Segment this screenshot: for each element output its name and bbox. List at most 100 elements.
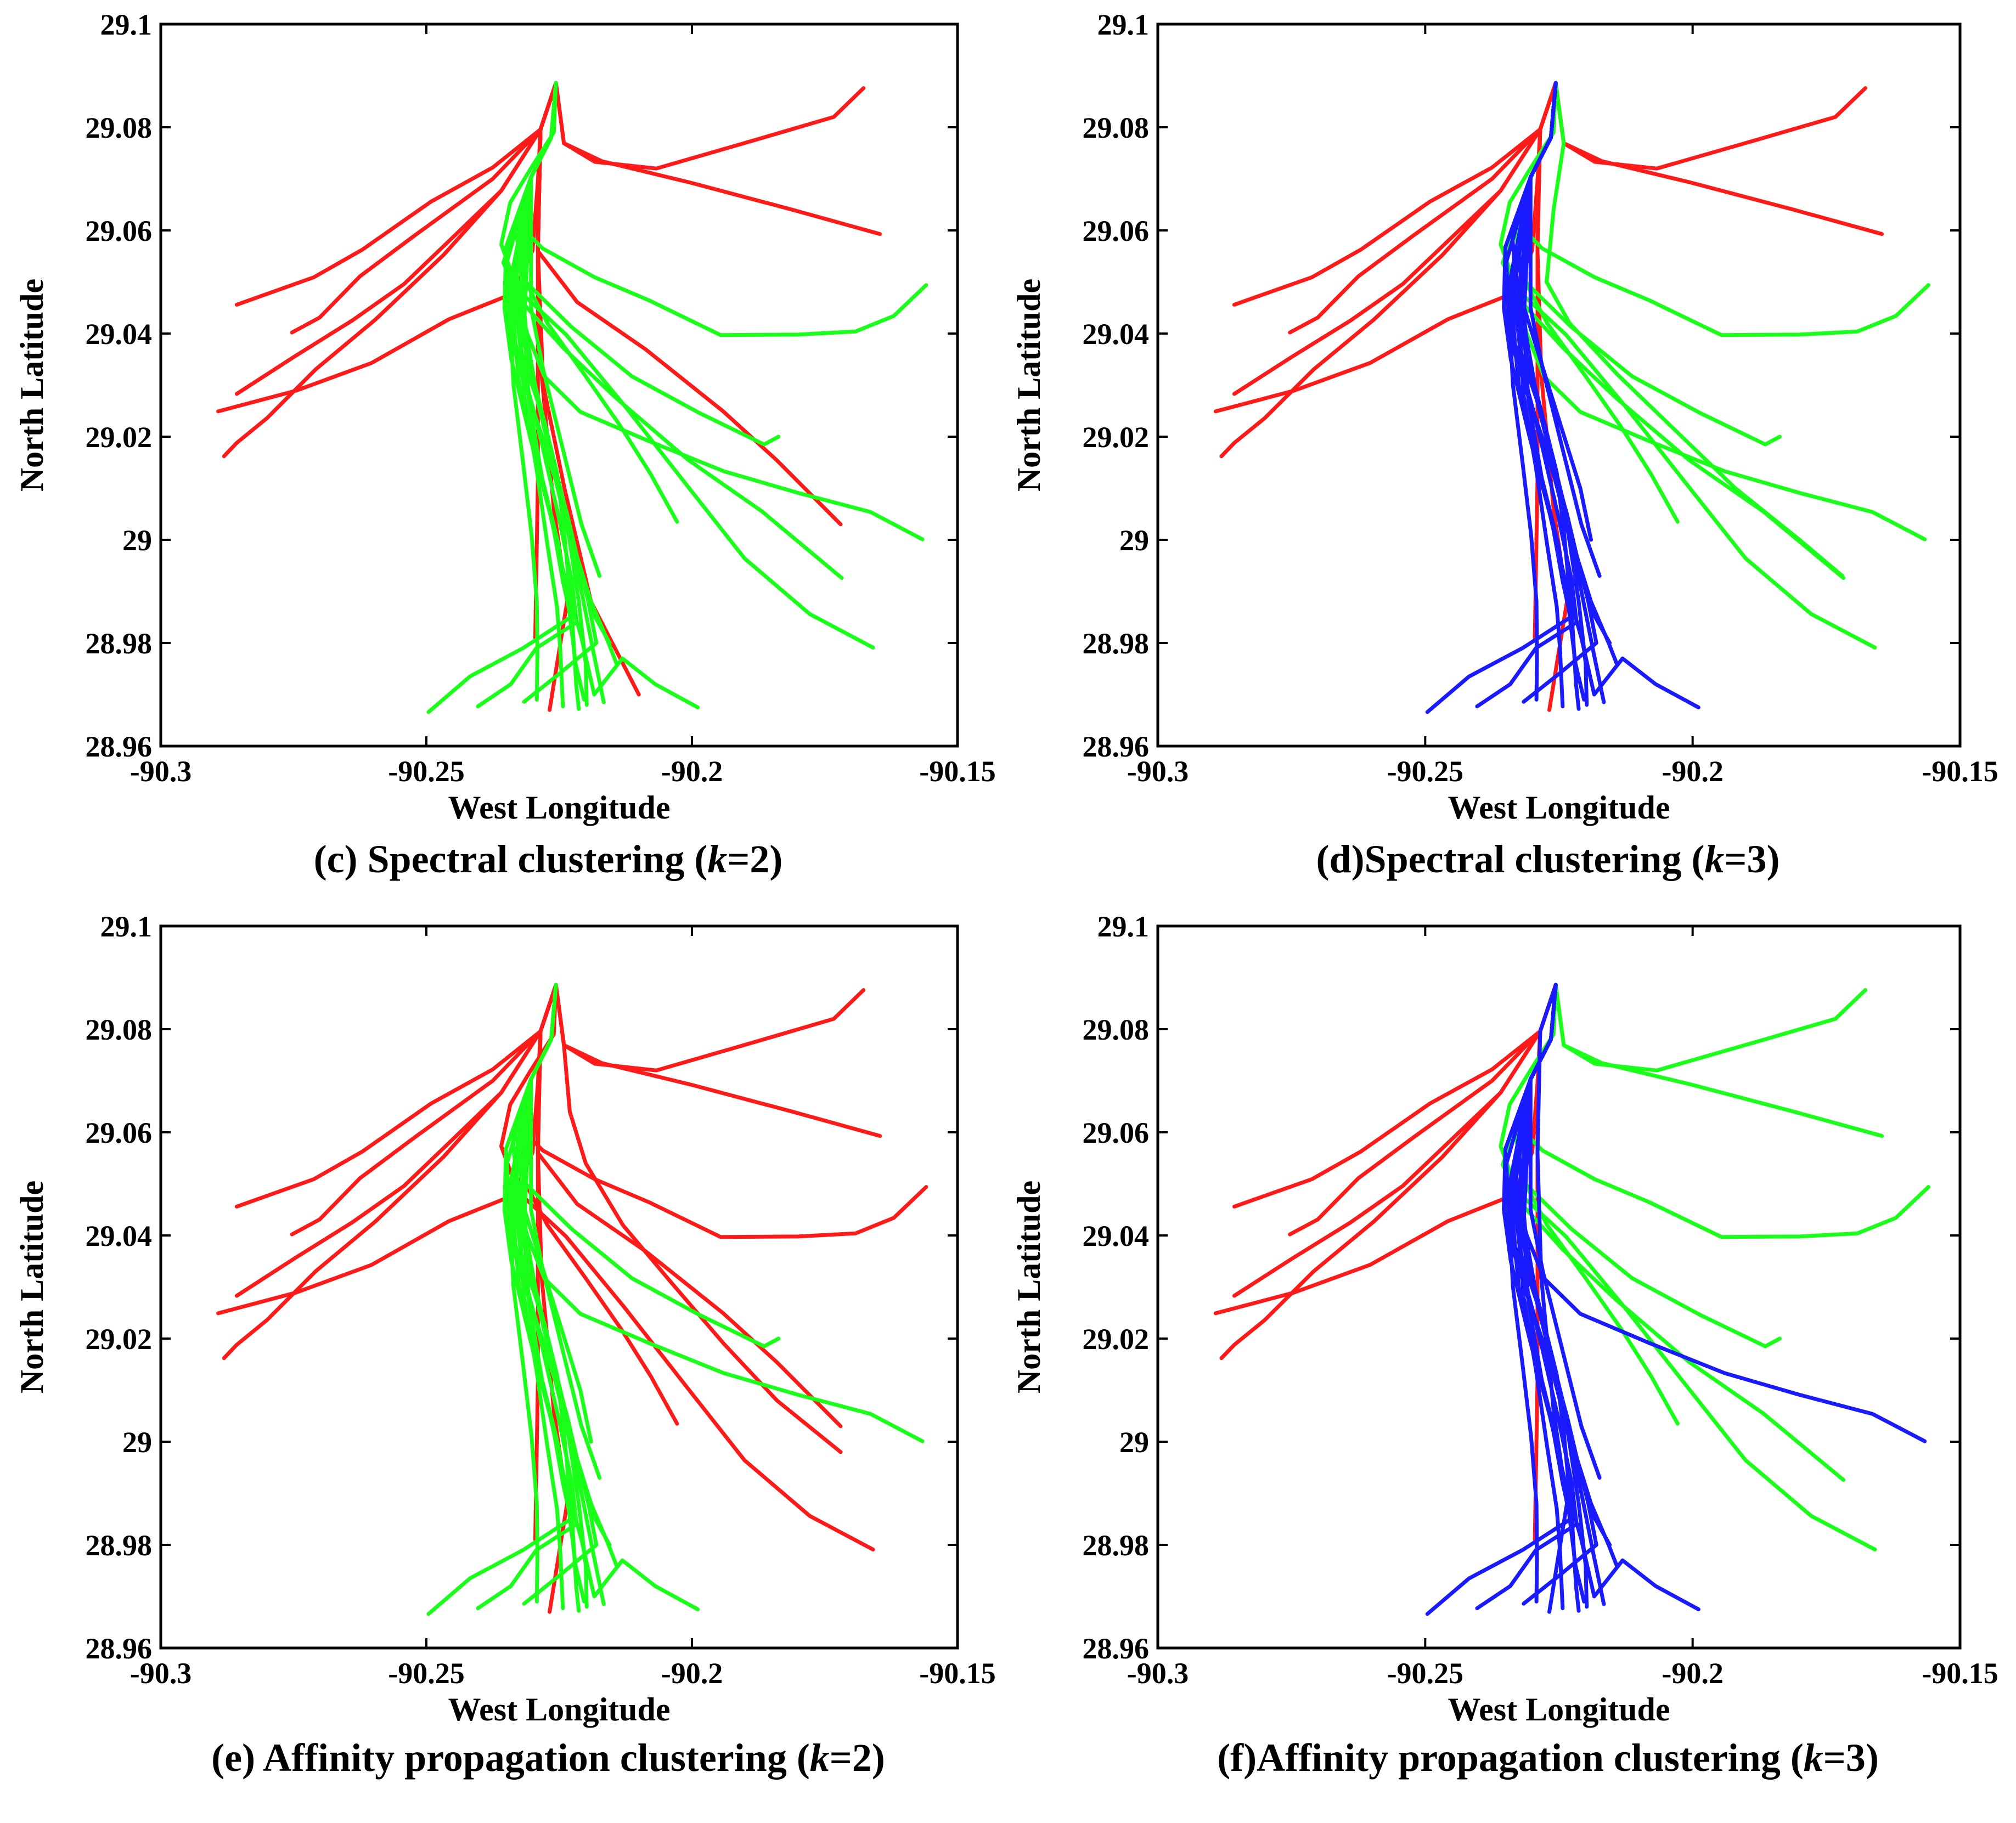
plot-area xyxy=(1213,81,1930,714)
plot-area xyxy=(216,81,928,714)
y-tick-label: 29.04 xyxy=(1083,318,1150,351)
x-tick-label: -90.15 xyxy=(1922,1657,1998,1690)
x-tick-label: -90.3 xyxy=(1127,755,1189,788)
trajectory-green-5 xyxy=(516,81,928,337)
x-tick-label: -90.3 xyxy=(1127,1657,1189,1690)
y-tick-label: 29.02 xyxy=(1083,1323,1150,1356)
trajectory-red-6 xyxy=(1219,81,1558,459)
y-tick-label: 28.96 xyxy=(86,1632,153,1665)
y-tick-label: 29 xyxy=(122,1426,152,1459)
y-tick-label: 29.06 xyxy=(86,215,153,247)
plot-area xyxy=(1213,983,1930,1616)
x-tick-label: -90.15 xyxy=(1922,755,1998,788)
y-tick-label: 29 xyxy=(1119,524,1149,557)
trajectory-green-1 xyxy=(499,81,875,650)
trajectory-red-11 xyxy=(536,81,843,527)
y-tick-label: 28.98 xyxy=(86,627,153,660)
y-tick-label: 29.02 xyxy=(86,421,153,454)
y-tick-label: 28.98 xyxy=(86,1529,153,1562)
trajectory-green-7 xyxy=(1513,983,1782,1348)
x-tick-label: -90.2 xyxy=(1662,1657,1723,1690)
y-tick-label: 29.08 xyxy=(1083,1013,1150,1046)
y-tick-label: 29.06 xyxy=(1083,215,1150,247)
y-tick-label: 29.04 xyxy=(86,1220,153,1252)
trajectory-red-6 xyxy=(222,983,558,1361)
panel-caption: (d)Spectral clustering (k=3) xyxy=(1316,837,1780,881)
trajectory-green-1 xyxy=(1499,81,1877,650)
axes-frame xyxy=(1156,924,1962,1650)
trajectory-red-13 xyxy=(516,983,928,1239)
y-tick-label: 29.08 xyxy=(86,111,153,144)
trajectory-red-2 xyxy=(1553,81,1884,236)
y-tick-label: 29.1 xyxy=(1097,910,1150,943)
trajectory-red-1 xyxy=(554,983,866,1073)
trajectory-green-6 xyxy=(1513,81,1782,447)
series-blue xyxy=(1425,983,1927,1616)
x-axis-label: West Longitude xyxy=(1448,1691,1670,1728)
y-axis-label: North Latitude xyxy=(1011,279,1047,492)
trajectory-green-5 xyxy=(1515,81,1930,337)
panel-caption: (e) Affinity propagation clustering (k=2… xyxy=(211,1736,885,1780)
y-axis-label: North Latitude xyxy=(1011,1181,1047,1393)
chart-panel-c: 28.96 28.98 29 29.02 29.04 29.06 29.08 29.1 -90.… xyxy=(14,8,996,881)
x-tick-label: -90.25 xyxy=(1387,755,1463,788)
y-axis-label: North Latitude xyxy=(14,279,50,492)
trajectory-red-2 xyxy=(554,81,882,236)
trajectory-green-16 xyxy=(510,983,593,1444)
series-green xyxy=(1499,81,1930,650)
y-tick-label: 28.96 xyxy=(1083,1632,1150,1665)
x-axis-label: West Longitude xyxy=(448,1691,670,1728)
panel-caption: (f)Affinity propagation clustering (k=3) xyxy=(1217,1736,1879,1780)
x-tick-label: -90.25 xyxy=(388,1657,464,1690)
series-green xyxy=(426,81,928,714)
chart-panel-f: 28.96 28.98 29 29.02 29.04 29.06 29.08 29.1 -90.… xyxy=(1011,910,1998,1780)
trajectory-red-10 xyxy=(536,983,843,1429)
y-tick-label: 28.96 xyxy=(1083,730,1150,763)
chart-panel-d: 28.96 28.98 29 29.02 29.04 29.06 29.08 29.1 -90.… xyxy=(1011,8,1998,881)
x-tick-label: -90.25 xyxy=(1387,1657,1463,1690)
series-green xyxy=(1499,983,1930,1551)
trajectory-green-1 xyxy=(1553,983,1867,1073)
y-tick-label: 29.08 xyxy=(86,1013,153,1046)
series-blue xyxy=(1425,81,1700,714)
trajectory-blue-15 xyxy=(1535,983,1569,1614)
trajectory-blue-14 xyxy=(1510,81,1593,542)
y-tick-label: 29.1 xyxy=(1097,8,1150,41)
trajectory-red-6 xyxy=(222,81,558,459)
trajectory-red-11 xyxy=(499,983,875,1551)
trajectory-green-6 xyxy=(514,81,781,447)
y-axis-label: North Latitude xyxy=(14,1181,50,1393)
trajectory-green-2 xyxy=(514,983,781,1348)
panel-caption: (c) Spectral clustering (k=2) xyxy=(314,837,783,881)
trajectory-green-19 xyxy=(507,81,558,702)
y-tick-label: 29 xyxy=(1119,1426,1149,1459)
y-tick-label: 29 xyxy=(122,524,152,557)
x-axis-label: West Longitude xyxy=(448,789,670,826)
x-tick-label: -90.2 xyxy=(661,755,723,788)
trajectory-red-1 xyxy=(1553,81,1867,171)
x-tick-label: -90.2 xyxy=(661,1657,723,1690)
x-tick-label: -90.25 xyxy=(388,755,464,788)
x-tick-label: -90.2 xyxy=(1662,755,1723,788)
y-tick-label: 29.06 xyxy=(86,1116,153,1149)
y-tick-label: 29.08 xyxy=(1083,111,1150,144)
y-tick-label: 28.96 xyxy=(86,730,153,763)
trajectory-green-7 xyxy=(1545,81,1845,578)
y-tick-label: 29.02 xyxy=(1083,421,1150,454)
trajectory-red-1 xyxy=(554,81,866,171)
y-tick-label: 28.98 xyxy=(1083,1529,1150,1562)
x-axis-label: West Longitude xyxy=(1448,789,1670,826)
y-tick-label: 29.1 xyxy=(100,8,153,41)
y-tick-label: 29.1 xyxy=(100,910,153,943)
trajectory-red-4 xyxy=(1219,983,1558,1361)
trajectory-green-2 xyxy=(1553,983,1884,1138)
plot-area xyxy=(216,983,928,1616)
trajectory-red-2 xyxy=(554,983,882,1138)
trajectory-green-3 xyxy=(1499,983,1877,1551)
series-green xyxy=(426,983,925,1616)
y-tick-label: 29.04 xyxy=(86,318,153,351)
y-tick-label: 29.06 xyxy=(1083,1116,1150,1149)
axes-frame xyxy=(1156,22,1962,748)
axes-frame xyxy=(159,924,959,1650)
